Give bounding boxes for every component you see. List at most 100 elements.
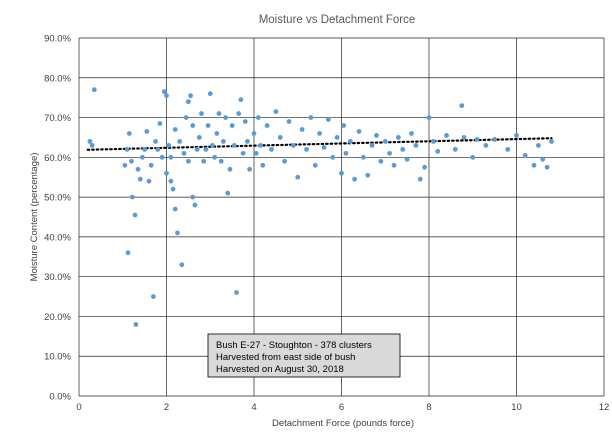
data-point <box>91 87 97 93</box>
y-tick-label: 70.0% <box>44 113 71 124</box>
data-point <box>430 139 436 144</box>
data-points <box>87 87 554 327</box>
data-point <box>201 158 207 164</box>
data-point <box>334 135 340 140</box>
data-point <box>144 129 150 134</box>
data-point <box>409 131 414 136</box>
data-point <box>207 91 213 97</box>
data-point <box>227 166 233 172</box>
data-point <box>369 143 375 148</box>
data-point <box>341 123 347 128</box>
data-point <box>172 206 178 212</box>
data-point <box>492 137 498 142</box>
data-point <box>483 143 489 148</box>
x-tick-label: 0 <box>76 402 81 413</box>
data-point <box>282 158 288 164</box>
data-point <box>247 166 253 172</box>
data-point <box>125 250 131 256</box>
data-point <box>172 127 178 132</box>
x-axis-label: Detachment Force (pounds force) <box>272 418 414 429</box>
data-point <box>159 154 165 160</box>
data-point <box>231 143 237 148</box>
data-point <box>522 152 528 158</box>
data-point <box>87 139 93 144</box>
data-point <box>356 129 362 134</box>
data-point <box>192 202 198 208</box>
y-tick-label: 0.0% <box>49 392 71 403</box>
data-point <box>175 230 180 236</box>
data-point <box>535 143 541 148</box>
data-point <box>122 162 128 168</box>
data-point <box>179 262 185 268</box>
data-point <box>203 146 209 152</box>
data-point <box>264 123 270 128</box>
data-point <box>413 143 419 148</box>
x-tick-label: 6 <box>339 402 344 413</box>
data-point <box>474 137 480 142</box>
data-point <box>140 154 145 160</box>
data-point <box>352 176 358 182</box>
data-point <box>325 117 331 122</box>
data-point <box>452 146 458 152</box>
data-point <box>544 164 550 170</box>
data-point <box>129 158 134 164</box>
data-point <box>238 97 244 103</box>
data-point <box>236 111 242 116</box>
data-point <box>360 154 366 160</box>
data-point <box>218 158 224 164</box>
data-point <box>312 162 318 168</box>
data-point <box>126 131 132 136</box>
data-point <box>339 170 344 176</box>
x-tick-label: 12 <box>599 402 610 413</box>
data-point <box>382 139 388 144</box>
annotation-line-3: Harvested on August 30, 2018 <box>216 364 344 375</box>
x-tick-label: 8 <box>426 402 431 413</box>
x-tick-label: 4 <box>251 402 256 413</box>
data-point <box>199 111 204 116</box>
data-point <box>188 93 193 99</box>
data-point <box>185 99 191 105</box>
data-point <box>286 119 292 124</box>
data-point <box>155 146 161 152</box>
y-tick-label: 20.0% <box>44 312 71 323</box>
y-axis-ticks: 0.0% 10.0% 20.0% 30.0% 40.0% 50.0% 60.0% 70.0% 8… <box>44 34 71 403</box>
y-tick-label: 60.0% <box>44 153 71 164</box>
data-point <box>177 139 183 144</box>
y-tick-label: 90.0% <box>44 34 71 45</box>
data-point <box>365 172 371 178</box>
data-point <box>166 143 172 148</box>
data-point <box>190 194 196 200</box>
data-point <box>214 131 220 136</box>
data-point <box>258 143 263 148</box>
y-tick-label: 10.0% <box>44 352 71 363</box>
data-point <box>135 166 141 172</box>
data-point <box>242 119 248 124</box>
data-point <box>164 93 169 99</box>
data-point <box>514 133 519 138</box>
data-point <box>181 150 187 156</box>
data-point <box>391 162 397 168</box>
data-point <box>374 133 379 138</box>
data-point <box>196 135 202 140</box>
data-point <box>400 146 406 152</box>
data-point <box>459 103 465 109</box>
annotation-line-2: Harvested from east side of bush <box>216 352 355 363</box>
data-point <box>347 139 353 144</box>
data-point <box>220 139 226 144</box>
data-point <box>255 115 261 120</box>
trendline <box>86 137 553 151</box>
data-point <box>190 123 196 128</box>
data-point <box>317 131 323 136</box>
data-point <box>321 144 327 150</box>
data-point <box>153 139 158 144</box>
annotation-background <box>207 333 401 378</box>
data-point <box>210 143 215 148</box>
x-tick-label: 2 <box>164 402 169 413</box>
y-axis-label: Moisture Content (percentage) <box>29 153 40 282</box>
data-point <box>185 158 191 164</box>
data-point <box>216 111 222 116</box>
y-tick-label: 50.0% <box>44 193 71 204</box>
data-point <box>343 150 349 156</box>
